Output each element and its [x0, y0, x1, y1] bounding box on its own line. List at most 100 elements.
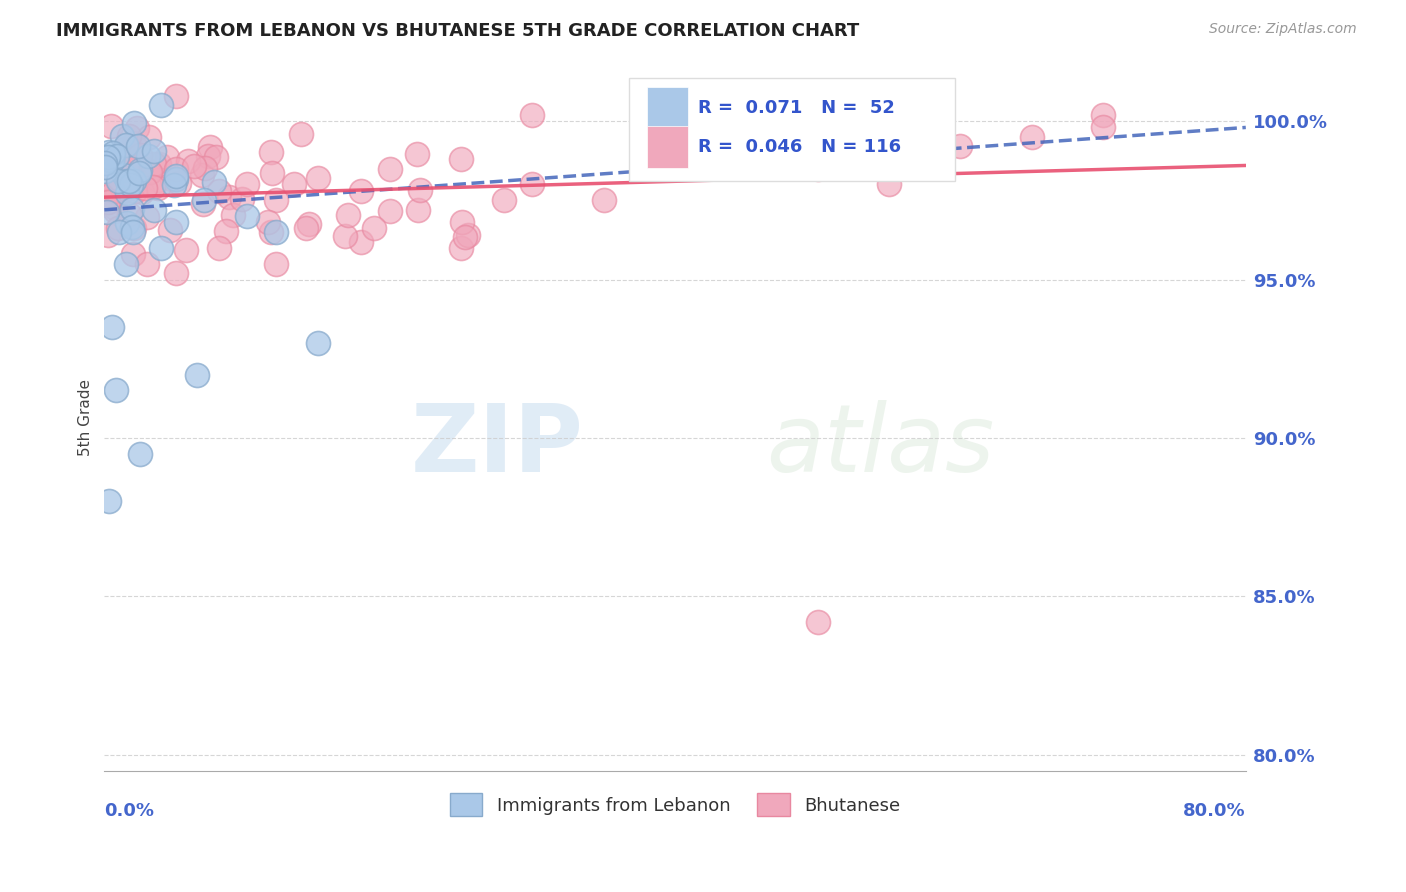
Point: [94, 164, 117, 178]
Point: [97, 228, 120, 243]
Point: [350, 235, 373, 249]
FancyBboxPatch shape: [647, 87, 688, 129]
Text: 0.0%: 0.0%: [104, 803, 155, 821]
Point: [122, 116, 145, 130]
Point: [101, 149, 124, 163]
Point: [877, 104, 900, 119]
Point: [1021, 130, 1043, 145]
Point: [1092, 120, 1115, 135]
Point: [454, 230, 477, 244]
Point: [207, 241, 229, 255]
Point: [150, 241, 173, 255]
Point: [350, 184, 373, 198]
Point: [143, 202, 166, 217]
Point: [122, 220, 145, 235]
Point: [110, 178, 132, 192]
Point: [202, 175, 225, 189]
Point: [405, 147, 427, 161]
Point: [949, 139, 972, 153]
Point: [193, 194, 215, 208]
Point: [129, 148, 152, 162]
Point: [129, 447, 152, 461]
Point: [115, 216, 138, 230]
Point: [215, 224, 238, 238]
Point: [121, 202, 143, 216]
Point: [96, 190, 118, 204]
Point: [298, 218, 321, 232]
Point: [450, 241, 472, 255]
Text: R =  0.046   N = 116: R = 0.046 N = 116: [697, 138, 901, 156]
Point: [1092, 108, 1115, 122]
Point: [295, 221, 318, 235]
Point: [122, 174, 145, 188]
Point: [101, 146, 124, 161]
Point: [98, 152, 121, 166]
FancyBboxPatch shape: [647, 127, 688, 168]
Point: [112, 184, 135, 198]
Point: [236, 178, 259, 192]
Point: [97, 145, 120, 159]
Point: [105, 149, 128, 163]
Point: [592, 194, 614, 208]
Point: [165, 169, 187, 183]
Point: [100, 120, 122, 134]
Point: [117, 174, 139, 188]
Point: [111, 179, 134, 194]
Point: [256, 215, 278, 229]
Point: [522, 108, 544, 122]
Point: [450, 152, 472, 166]
Point: [337, 208, 360, 222]
Point: [363, 221, 385, 235]
Point: [103, 185, 125, 199]
Point: [221, 208, 243, 222]
Point: [125, 121, 148, 136]
Point: [148, 156, 170, 170]
Point: [105, 186, 128, 201]
Point: [197, 149, 219, 163]
Point: [165, 172, 187, 186]
Point: [94, 160, 117, 174]
Point: [143, 156, 166, 170]
Text: IMMIGRANTS FROM LEBANON VS BHUTANESE 5TH GRADE CORRELATION CHART: IMMIGRANTS FROM LEBANON VS BHUTANESE 5TH…: [56, 22, 859, 40]
Text: 80.0%: 80.0%: [1184, 803, 1246, 821]
Point: [101, 153, 124, 168]
Point: [94, 155, 117, 169]
Point: [378, 161, 401, 176]
Point: [156, 150, 179, 164]
Point: [194, 161, 217, 176]
Text: R =  0.071   N =  52: R = 0.071 N = 52: [697, 99, 894, 117]
Point: [142, 179, 165, 194]
Point: [163, 178, 186, 192]
Point: [124, 172, 146, 186]
Point: [264, 225, 287, 239]
Point: [146, 180, 169, 194]
Point: [97, 494, 120, 508]
Point: [146, 173, 169, 187]
Point: [877, 178, 900, 192]
Point: [492, 194, 515, 208]
Point: [264, 257, 287, 271]
Point: [262, 166, 284, 180]
Point: [135, 210, 157, 224]
Point: [129, 163, 152, 178]
Point: [122, 171, 145, 186]
Point: [104, 203, 127, 218]
Point: [112, 168, 135, 182]
Point: [111, 128, 134, 143]
Point: [100, 320, 122, 334]
Point: [115, 174, 138, 188]
Point: [664, 145, 686, 160]
Point: [169, 176, 191, 190]
Text: ZIP: ZIP: [411, 400, 583, 491]
Point: [451, 214, 474, 228]
Point: [231, 192, 253, 206]
Point: [160, 172, 183, 186]
Point: [114, 257, 136, 271]
Point: [122, 247, 145, 261]
Point: [165, 266, 187, 280]
Point: [138, 165, 160, 179]
Point: [198, 140, 221, 154]
Point: [159, 223, 181, 237]
Point: [735, 98, 758, 112]
Point: [207, 184, 229, 198]
